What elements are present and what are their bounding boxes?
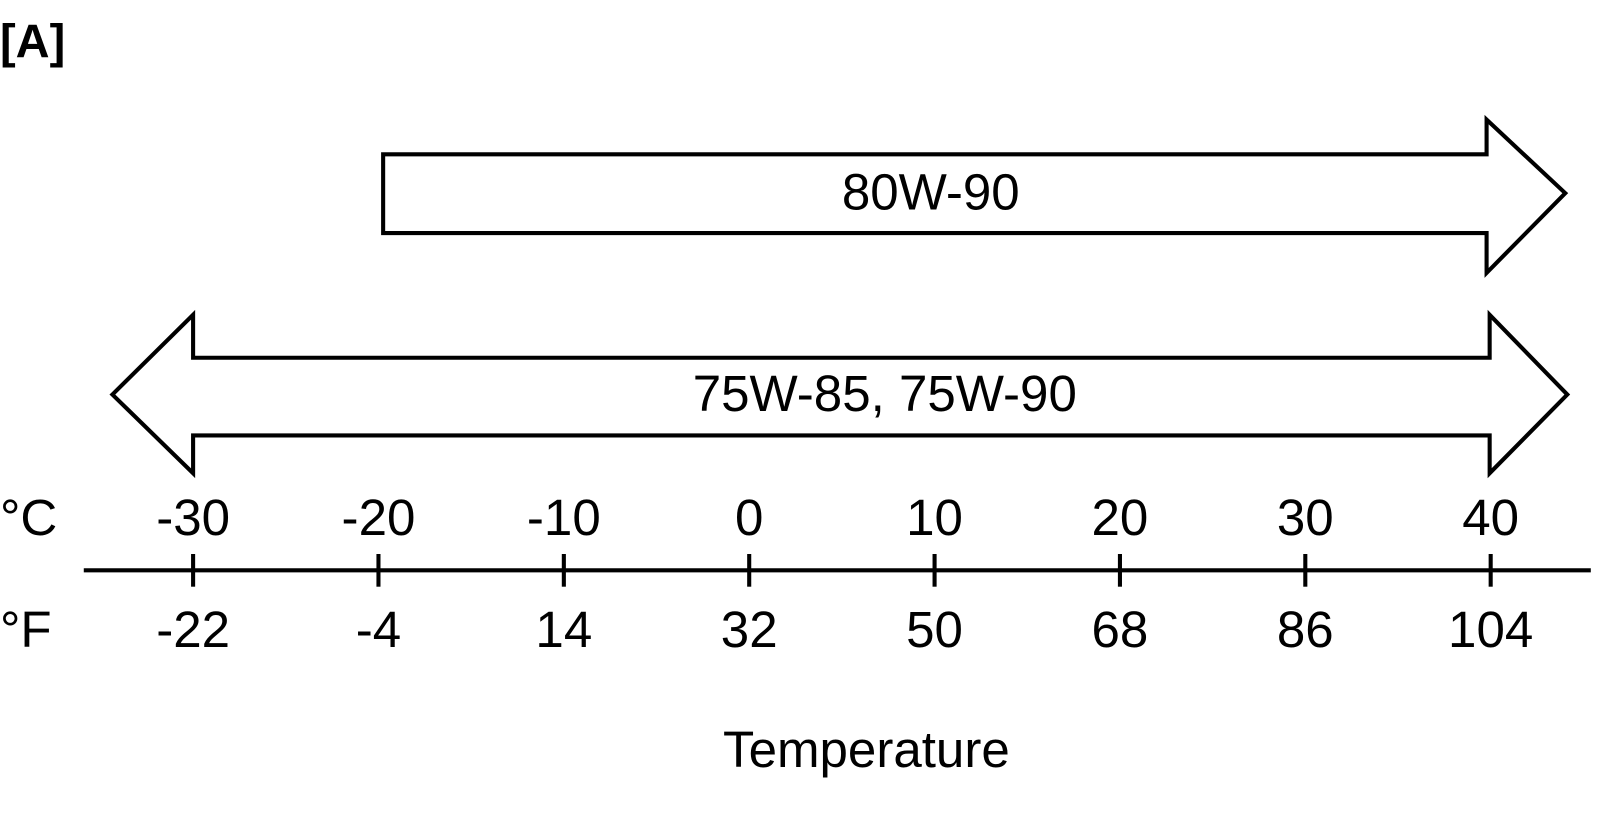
fahrenheit-tick-label: -4 bbox=[356, 601, 401, 658]
figure-label: [A] bbox=[0, 14, 65, 67]
celsius-tick-label: 0 bbox=[735, 489, 763, 546]
unit-label: °F bbox=[0, 601, 52, 658]
celsius-tick-label: -20 bbox=[342, 489, 416, 546]
fahrenheit-tick-label: 14 bbox=[535, 601, 592, 658]
celsius-tick-label: -30 bbox=[156, 489, 230, 546]
axis-title: Temperature bbox=[723, 721, 1010, 778]
fahrenheit-tick-label: -22 bbox=[156, 601, 230, 658]
fahrenheit-tick-label: 68 bbox=[1092, 601, 1149, 658]
unit-label: °C bbox=[0, 489, 57, 546]
range-arrow bbox=[381, 114, 1569, 278]
celsius-tick-label: 40 bbox=[1462, 489, 1519, 546]
fahrenheit-tick-label: 50 bbox=[906, 601, 963, 658]
celsius-tick-label: 10 bbox=[906, 489, 963, 546]
celsius-tick-label: 20 bbox=[1092, 489, 1149, 546]
celsius-tick-label: 30 bbox=[1277, 489, 1334, 546]
range-label: 80W-90 bbox=[842, 164, 1020, 221]
tick-group: -30 -20 -10 0 10 20 30 40 -22 -4 14 32 50 68 86 104 bbox=[156, 489, 1533, 658]
fahrenheit-tick-label: 32 bbox=[721, 601, 778, 658]
fahrenheit-tick-label: 86 bbox=[1277, 601, 1334, 658]
fahrenheit-tick-label: 104 bbox=[1448, 601, 1533, 658]
range-arrow bbox=[109, 309, 1571, 479]
range-label: 75W-85, 75W-90 bbox=[693, 365, 1077, 422]
celsius-tick-label: -10 bbox=[527, 489, 601, 546]
